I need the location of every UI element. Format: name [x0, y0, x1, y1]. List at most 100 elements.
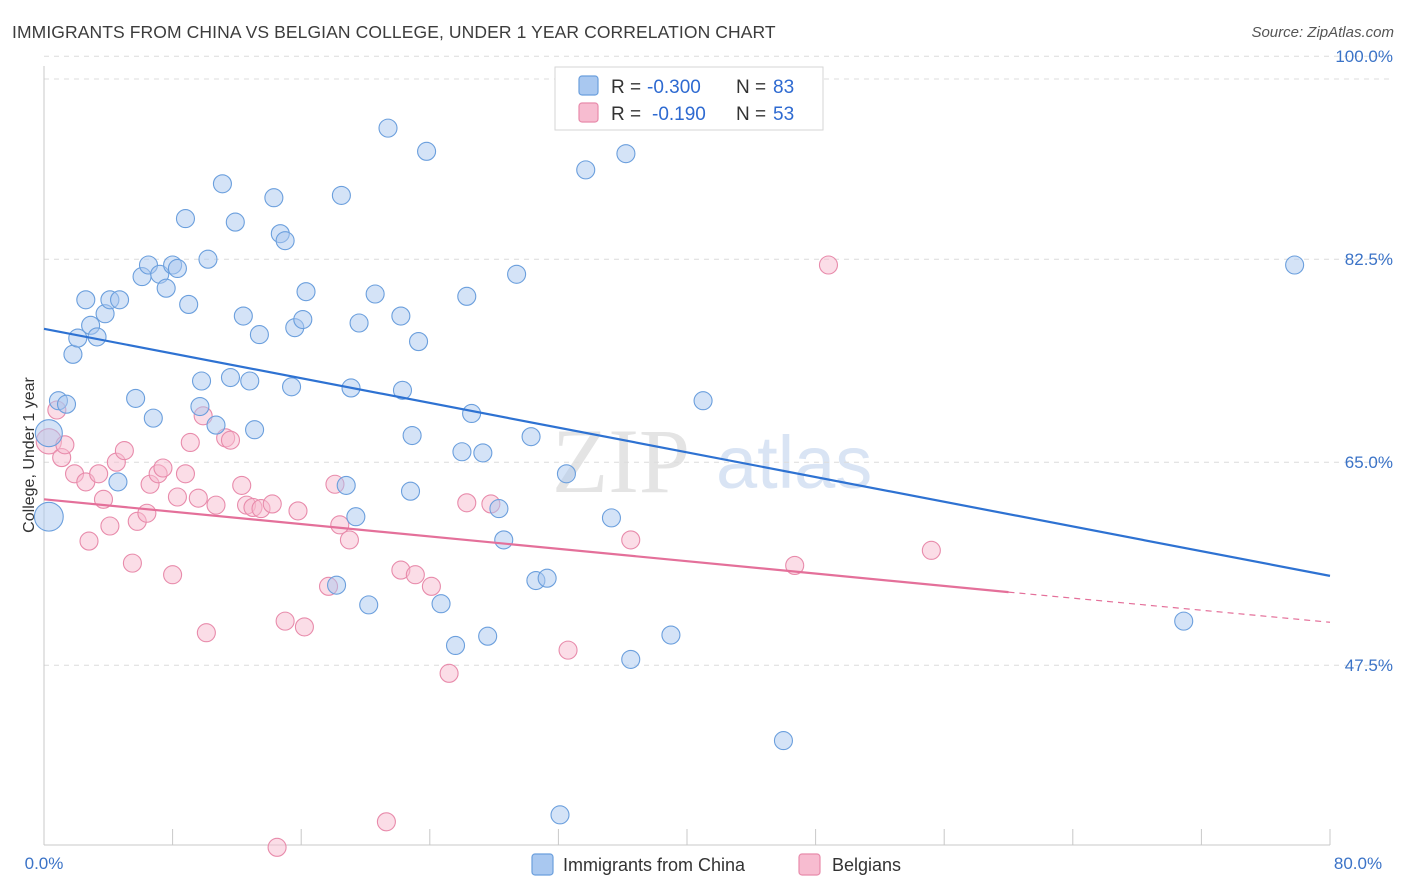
china-point [1174, 611, 1194, 631]
china-point [143, 408, 163, 428]
china-point [346, 507, 366, 527]
y-tick-label: 100.0% [1335, 47, 1393, 66]
gridlines [44, 55, 1390, 666]
y-tick-label: 47.5% [1345, 656, 1393, 675]
y-tick-label: 82.5% [1345, 250, 1393, 269]
china-point [249, 325, 269, 345]
china-point [550, 805, 570, 825]
belgian-point [220, 430, 241, 450]
belgian-point [376, 812, 396, 832]
belgian-point [457, 493, 477, 513]
trend-line-china [43, 327, 1331, 577]
belgian-point [114, 441, 134, 461]
china-point [621, 649, 641, 669]
china-point [331, 185, 351, 205]
china-point [198, 249, 218, 269]
china-point [445, 635, 466, 656]
china-point [452, 442, 472, 462]
belgian-point [196, 623, 216, 643]
china-point [457, 286, 477, 306]
belgian-point [153, 458, 173, 478]
china-point [400, 481, 421, 501]
belgian-point [921, 540, 941, 560]
belgian-point [188, 488, 208, 508]
china-point [56, 394, 77, 414]
china-point [1285, 255, 1305, 275]
bottom-legend-swatch-belgians [798, 853, 821, 876]
top-legend-box [554, 66, 824, 131]
china-point [179, 294, 199, 314]
legend-swatch-china [578, 75, 599, 96]
belgian-point [180, 432, 200, 453]
series-china [33, 67, 1305, 825]
bottom-legend: Immigrants from China Belgians [531, 853, 901, 876]
belgian-point [89, 464, 109, 484]
y-axis-tick-labels: 47.5% 65.0% 82.5% 100.0% [1335, 47, 1393, 675]
china-point [327, 575, 347, 595]
belgian-point [294, 617, 314, 637]
china-point [378, 118, 398, 138]
china-point [282, 377, 302, 397]
legend-n-value-china: 83 [773, 77, 794, 98]
china-point [392, 380, 413, 400]
china-point [240, 371, 260, 391]
china-point [402, 425, 422, 446]
bottom-legend-label-china: Immigrants from China [563, 855, 746, 875]
china-point [175, 209, 196, 229]
china-point [391, 306, 411, 326]
china-point [478, 626, 498, 646]
china-point [601, 508, 621, 528]
y-tick-label: 65.0% [1345, 453, 1393, 472]
china-point [661, 625, 681, 645]
china-point [556, 464, 576, 484]
legend-r-value-belgians: -0.190 [652, 104, 706, 125]
legend-r-value-china: -0.300 [647, 77, 701, 98]
china-point [33, 501, 64, 532]
china-point [521, 427, 541, 447]
china-point [473, 443, 493, 463]
bottom-legend-swatch-china [531, 853, 554, 876]
legend-r-label-belgians: R = [611, 104, 641, 125]
x-tick-label-min: 0.0% [25, 854, 64, 873]
belgian-point [100, 516, 120, 536]
china-point [359, 595, 379, 615]
china-point [191, 371, 212, 391]
belgian-point [439, 663, 459, 683]
belgian-point [267, 837, 287, 857]
china-point [110, 290, 130, 310]
china-point [494, 530, 514, 550]
china-point [576, 160, 596, 180]
china-point [212, 174, 232, 194]
belgian-point [275, 611, 295, 631]
china-point [108, 472, 128, 492]
china-point [507, 264, 527, 284]
belgian-point [421, 576, 441, 596]
x-tick-label-max: 80.0% [1334, 854, 1382, 873]
legend-n-label-china: N = [736, 77, 766, 98]
china-point [206, 415, 226, 435]
top-legend: R = -0.300 N = 83 R = -0.190 N = 53 [554, 66, 824, 131]
belgian-point [167, 487, 187, 507]
trend-line-belgians [43, 498, 1009, 594]
watermark: ZIP atlas [552, 410, 872, 512]
legend-swatch-belgians [578, 102, 599, 123]
china-point [76, 290, 96, 310]
china-point [225, 212, 245, 232]
x-axis-ticks [43, 829, 1331, 845]
belgian-point [206, 495, 226, 515]
belgian-point [621, 530, 641, 550]
trend-line-belgians-extension [1008, 591, 1331, 623]
china-point [245, 420, 265, 440]
belgian-point [175, 464, 196, 484]
china-point [537, 568, 557, 588]
belgian-point [288, 501, 308, 521]
belgian-point [163, 565, 183, 585]
bottom-legend-label-belgians: Belgians [832, 855, 901, 875]
china-point [233, 306, 253, 326]
legend-r-label-china: R = [611, 77, 641, 98]
china-point [220, 367, 241, 388]
china-point [462, 403, 482, 424]
china-point [264, 188, 284, 208]
china-point [167, 258, 187, 279]
